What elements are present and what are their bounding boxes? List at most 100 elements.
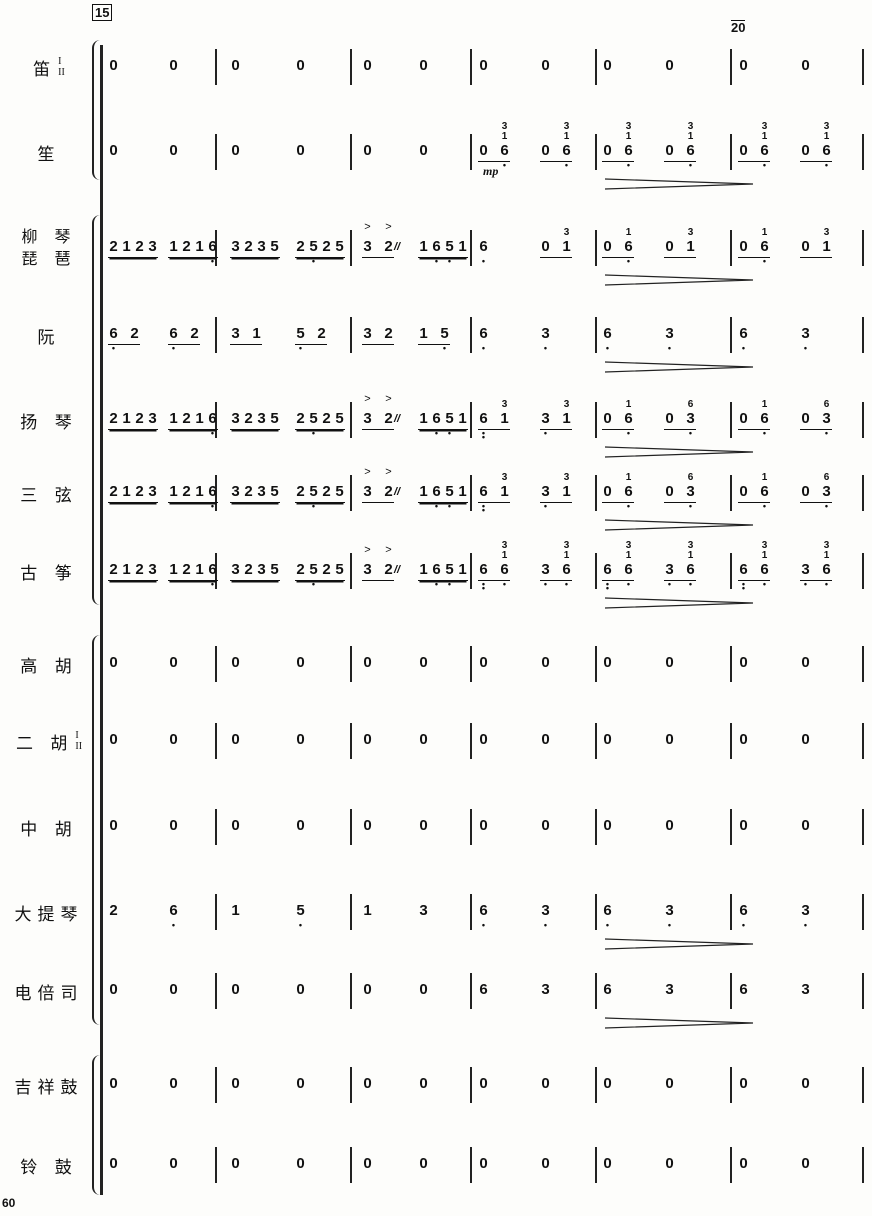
note-group: 0	[602, 1076, 613, 1094]
note: 3	[363, 324, 372, 342]
note: 0	[109, 654, 118, 671]
barline	[470, 646, 472, 682]
note: 1	[458, 409, 467, 427]
instrument-name: 铃 鼓	[20, 1157, 78, 1178]
instrument-label: 古 筝	[8, 541, 90, 601]
note: 1	[169, 237, 178, 255]
octave-dot: •	[298, 342, 303, 353]
octave-dot: •	[210, 578, 215, 589]
beat: 0 6 1 3 •	[664, 121, 696, 182]
beat: 6	[478, 961, 489, 1021]
beat: 6 •	[168, 882, 179, 942]
note-group: 0 6 1 3 •	[478, 121, 510, 169]
page-number: 60	[2, 1196, 16, 1210]
beat: 6	[738, 961, 749, 1021]
note: 2	[109, 902, 118, 919]
note-group: 0	[738, 732, 749, 750]
note: 1	[169, 409, 178, 427]
note: 0	[665, 817, 674, 834]
octave-dot: •	[481, 920, 486, 930]
note: 2	[130, 324, 139, 342]
note: 0	[169, 981, 178, 998]
part-number: II	[75, 741, 83, 752]
note: 0	[541, 654, 550, 671]
decrescendo-hairpin	[605, 446, 754, 458]
instrument-name: 柳 琴	[21, 227, 77, 246]
note-group: 0	[362, 982, 373, 1000]
note: 3	[801, 981, 810, 998]
note: 0	[363, 981, 372, 998]
note-group: 0	[362, 143, 373, 161]
note-group: 1	[230, 903, 241, 921]
note: 0	[541, 731, 550, 748]
barline	[862, 723, 864, 759]
note: 0	[479, 141, 488, 159]
barline	[862, 646, 864, 682]
barline	[215, 1067, 217, 1103]
note: 0	[603, 57, 612, 74]
octave-dot: • •	[481, 500, 486, 515]
beat: 3 •	[540, 882, 551, 942]
note: 5 •	[296, 902, 305, 930]
note-group: 2 5 • 2 5	[295, 561, 345, 588]
note: 0	[231, 817, 240, 834]
note: 2	[384, 324, 393, 342]
staff-row: 吉祥鼓 0 0 0 0 0 0 0 0 0 0 0 0	[0, 1055, 872, 1115]
decrescendo-hairpin	[605, 519, 754, 531]
note-group: 0 6 1 3 •	[738, 121, 770, 169]
barline	[595, 973, 597, 1009]
barline	[470, 402, 472, 438]
note: 3 >	[363, 220, 372, 255]
tremolo-mark: //	[394, 240, 401, 253]
note: 0	[296, 1075, 305, 1092]
part-number: II	[58, 67, 65, 78]
note: 0	[541, 57, 550, 74]
note-group: 0	[664, 655, 675, 673]
barline	[730, 723, 732, 759]
note: 2	[109, 560, 118, 578]
note-group: 0	[295, 732, 306, 750]
note: 2	[109, 237, 118, 255]
note: 0	[419, 1075, 428, 1092]
note-group: 3 > 2 >//	[362, 466, 400, 503]
octave-dot: •	[543, 920, 548, 930]
note: 3 •	[665, 560, 674, 589]
note: 3	[148, 409, 157, 427]
staff-row: 高 胡 0 0 0 0 0 0 0 0 0 0 0 0	[0, 634, 872, 694]
note: 3	[148, 237, 157, 255]
note: 3	[257, 237, 266, 255]
note-group: 6 •	[602, 903, 613, 930]
staff-row: 中 胡 0 0 0 0 0 0 0 0 0 0 0 0	[0, 797, 872, 857]
note: 6 1 3 •	[624, 120, 633, 170]
note-group: 0	[540, 655, 551, 673]
note-group: 0	[108, 655, 119, 673]
note: 2	[317, 324, 326, 342]
note-group: 0	[168, 982, 179, 1000]
note-group: 2 5 • 2 5	[295, 238, 345, 265]
beat: 1 2 1 6 •	[168, 218, 218, 278]
note: 0	[739, 731, 748, 748]
note: 2	[135, 560, 144, 578]
tremolo-mark: //	[394, 485, 401, 498]
note: 1	[195, 237, 204, 255]
chord-notes: 3	[563, 398, 570, 410]
note: 0	[109, 1155, 118, 1172]
note-group: 2 5 • 2 5	[295, 410, 345, 437]
note: 1	[231, 902, 240, 919]
barline	[595, 49, 597, 85]
beat: 3 • 6 1 3 •	[664, 540, 696, 601]
barline	[595, 894, 597, 930]
barline	[470, 973, 472, 1009]
octave-dot: •	[626, 255, 631, 266]
note: 0	[363, 731, 372, 748]
octave-dot: •	[688, 500, 693, 511]
note: 0	[296, 142, 305, 159]
barline	[350, 1067, 352, 1103]
note: 0	[665, 409, 674, 427]
instrument-name: 古 筝	[20, 563, 78, 584]
